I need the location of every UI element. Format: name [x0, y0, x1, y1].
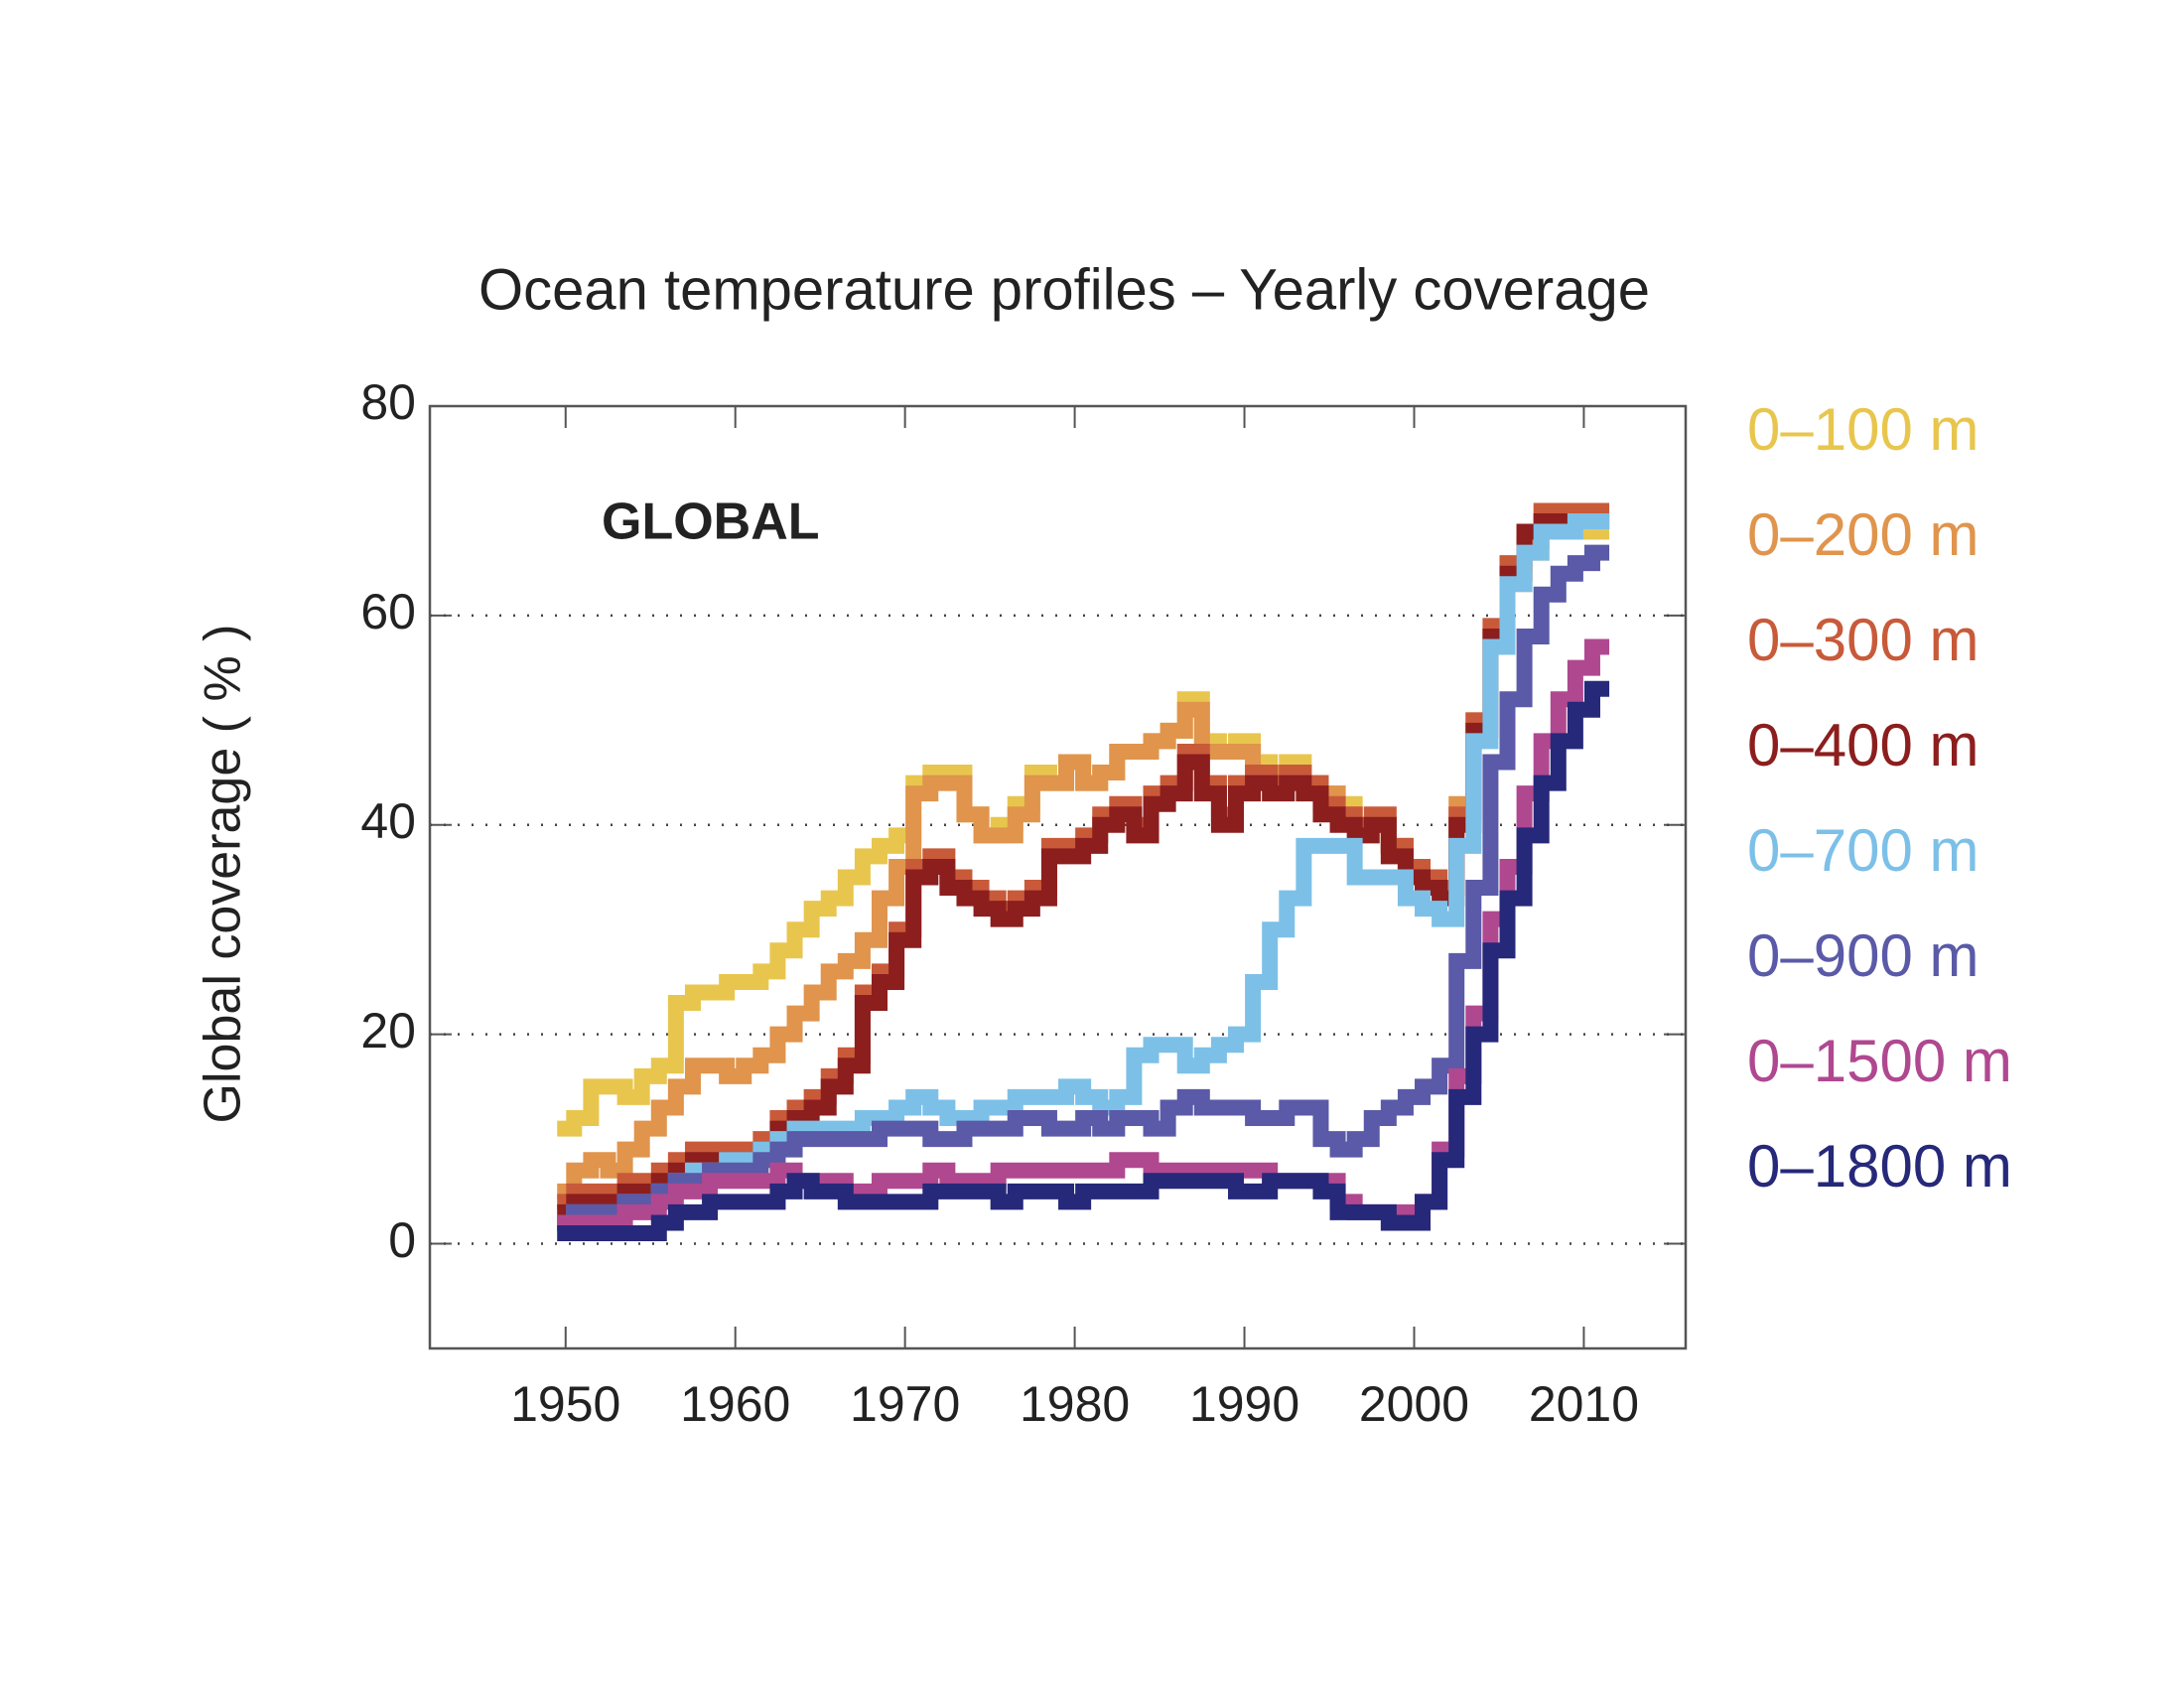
x-tick-label: 1990 [1189, 1376, 1299, 1432]
x-tick-label: 2000 [1359, 1376, 1469, 1432]
y-tick-label: 60 [360, 584, 416, 639]
legend-label: 0–1800 m [1747, 1133, 2012, 1199]
y-tick-label: 0 [388, 1212, 416, 1268]
x-tick-label: 1960 [680, 1376, 790, 1432]
x-tick-label: 2010 [1529, 1376, 1639, 1432]
series-line [557, 512, 1610, 1231]
legend-label: 0–700 m [1747, 817, 1979, 884]
series-line [557, 544, 1610, 1231]
series-line [557, 680, 1610, 1242]
legend-label: 0–1500 m [1747, 1028, 2012, 1094]
y-axis-label: Global coverage ( % ) [195, 625, 252, 1124]
annotation: GLOBAL [602, 494, 820, 551]
legend-label: 0–900 m [1747, 922, 1979, 989]
series-line [557, 638, 1610, 1231]
x-tick-label: 1970 [850, 1376, 960, 1432]
x-tick-label: 1950 [510, 1376, 620, 1432]
legend-label: 0–200 m [1747, 501, 1979, 568]
y-tick-label: 40 [360, 793, 416, 849]
legend-label: 0–400 m [1747, 712, 1979, 778]
legend-label: 0–100 m [1747, 396, 1979, 463]
y-tick-label: 80 [360, 374, 416, 430]
y-tick-label: 20 [360, 1003, 416, 1058]
x-tick-label: 1980 [1020, 1376, 1130, 1432]
legend-label: 0–300 m [1747, 607, 1979, 673]
chart-title: Ocean temperature profiles – Yearly cove… [478, 257, 1650, 322]
plot-frame [428, 404, 1688, 1350]
